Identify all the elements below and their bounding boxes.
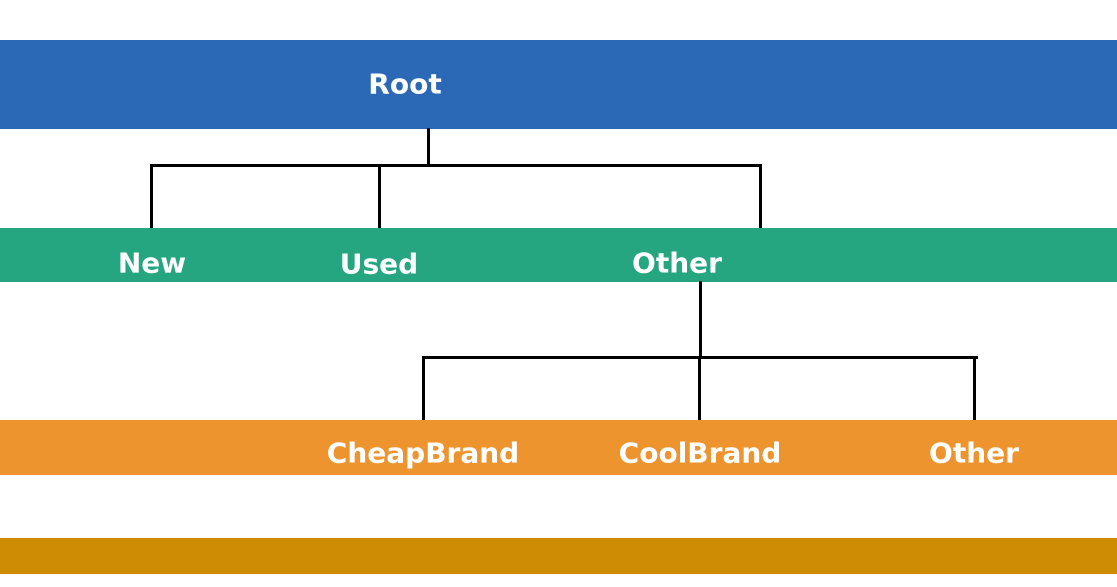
root-label: Root <box>368 68 441 101</box>
l1-other-drop <box>759 165 762 228</box>
l2-other-drop <box>973 357 976 420</box>
l1-used-label: Used <box>340 248 418 281</box>
l1-horiz <box>150 164 762 167</box>
l1-used-drop <box>378 165 381 228</box>
l3-bar-bg <box>0 538 1117 574</box>
l1-new-label: New <box>118 247 186 280</box>
l1-new-drop <box>150 165 153 228</box>
used-to-l2-vert <box>699 281 702 357</box>
l2-coolbrand-label: CoolBrand <box>619 437 782 470</box>
l2-cheapbrand-label: CheapBrand <box>327 437 519 470</box>
tree-diagram: Root New Used Other CheapBrand CoolBrand Other <box>0 0 1117 587</box>
l2-cheapbrand-drop <box>422 357 425 420</box>
root-to-l1-vert <box>427 128 430 165</box>
l2-coolbrand-drop <box>698 357 701 420</box>
root-bar-bg <box>0 40 1117 129</box>
l2-other-label: Other <box>929 437 1019 470</box>
l1-other-label: Other <box>632 247 722 280</box>
